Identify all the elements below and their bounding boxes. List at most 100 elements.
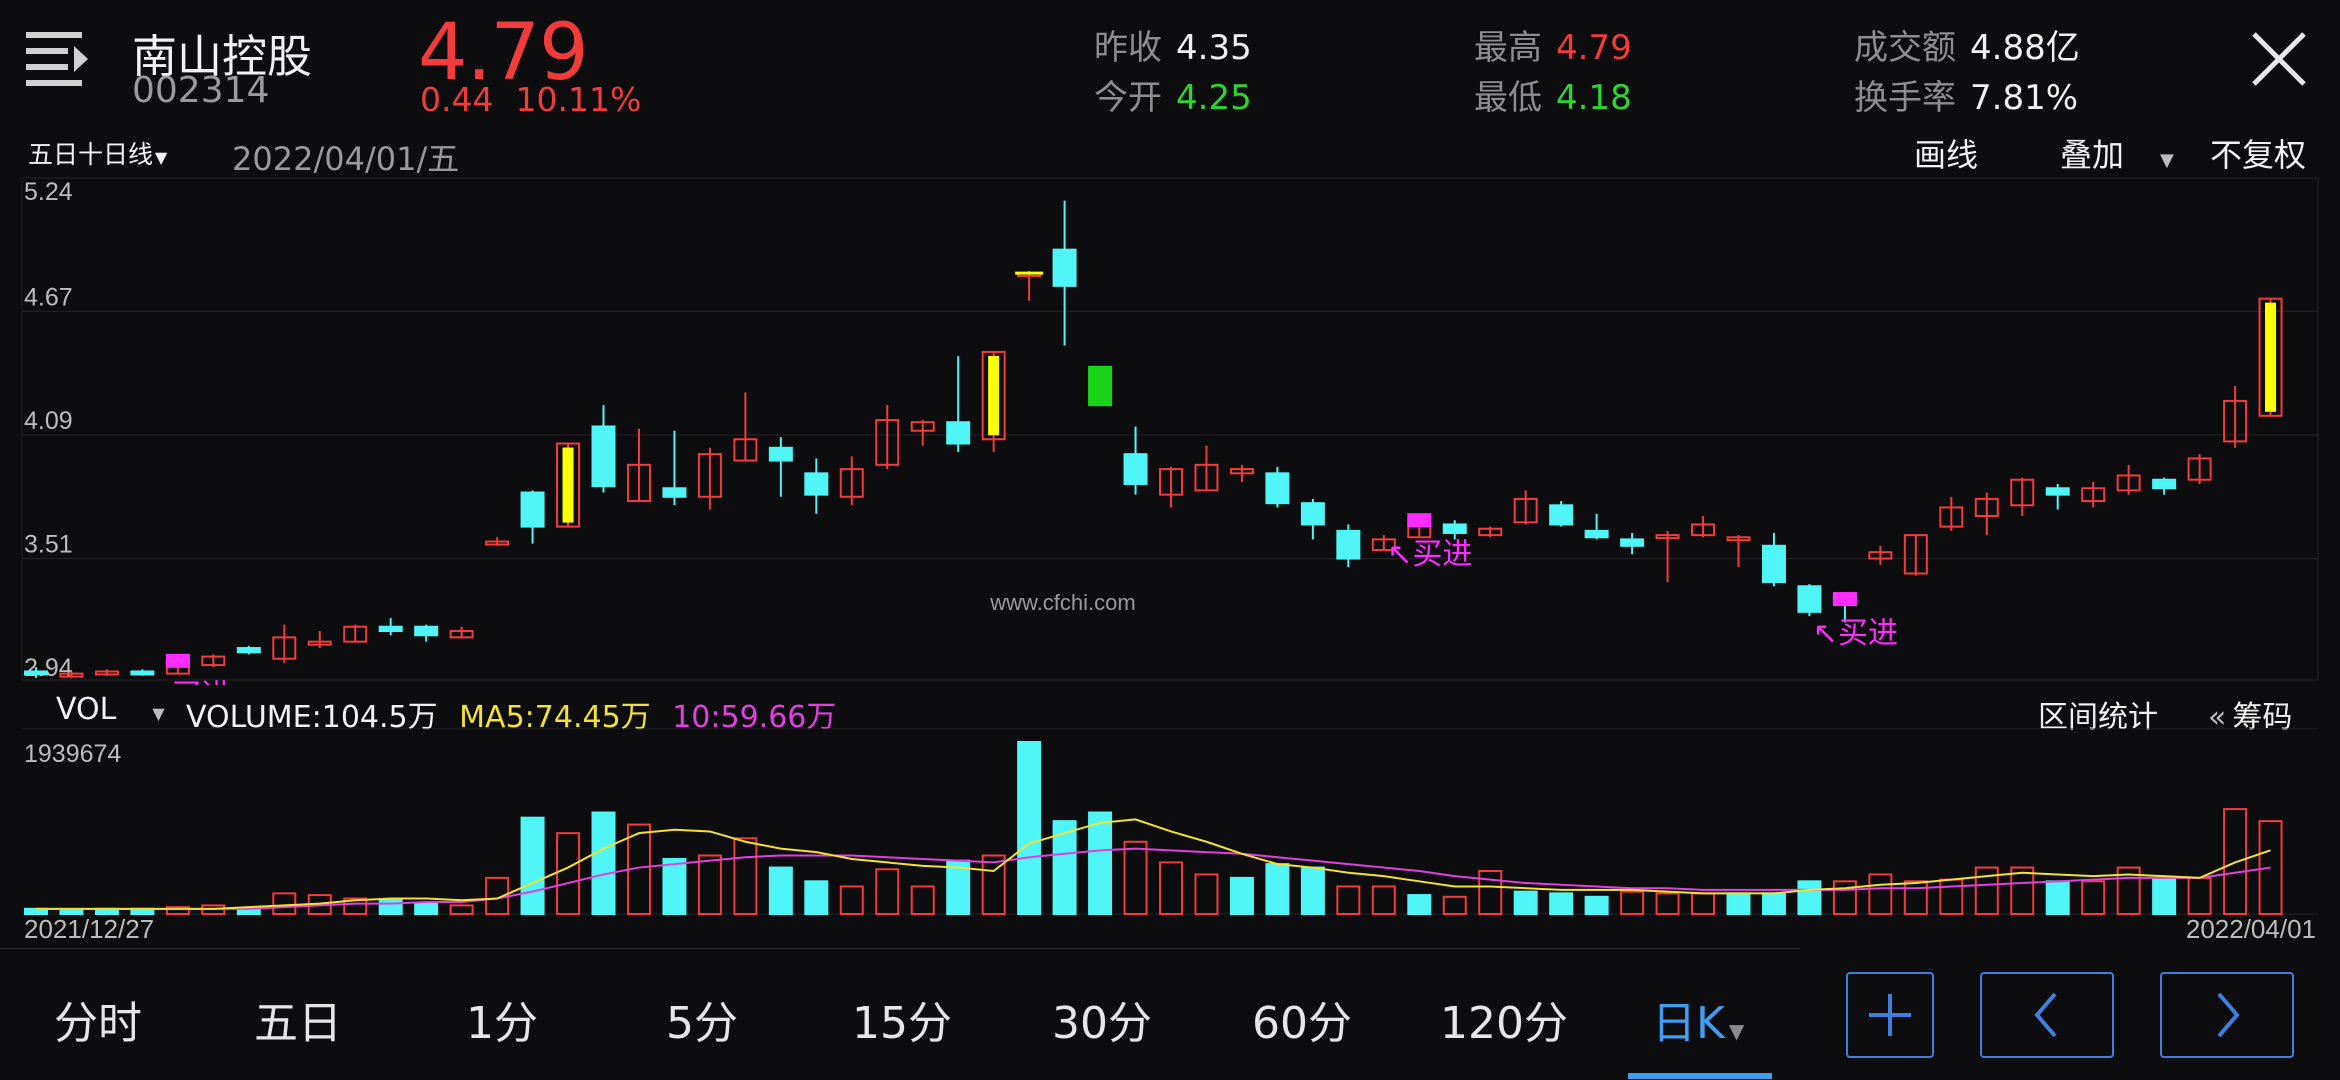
volume-bar	[2045, 880, 2070, 916]
tab-daily-k[interactable]: 日K ▼	[1652, 987, 1744, 1051]
tab-5min[interactable]: 5分	[666, 998, 738, 1049]
ma10-label: 10:	[672, 700, 721, 735]
volume-bar	[272, 892, 297, 915]
candle-body	[449, 630, 474, 639]
adjust-button[interactable]: 不复权	[2210, 136, 2307, 174]
stat-value: 4.79	[1556, 28, 1632, 68]
candle-body	[1159, 468, 1183, 496]
tab-30min[interactable]: 30分	[1052, 998, 1152, 1049]
stat-prev-close: 昨收 4.35	[1094, 20, 1252, 69]
volume-bar	[804, 880, 829, 916]
ma5-value: 74.45万	[534, 700, 651, 735]
volume-bar	[1939, 878, 1964, 916]
volume-bar	[1584, 895, 1609, 916]
candle	[1868, 545, 1893, 565]
chevron-down-icon: ▼	[2160, 150, 2174, 171]
candle-body	[1691, 523, 1716, 537]
chevron-down-icon: ▼	[155, 148, 168, 167]
chart-frame	[21, 177, 2319, 681]
candle	[236, 645, 261, 655]
volume-label: VOLUME:	[186, 700, 322, 735]
candle-body	[414, 625, 439, 637]
candle	[414, 624, 439, 642]
volume-bar	[520, 816, 545, 915]
candle-body	[1655, 534, 1680, 540]
candle	[1549, 501, 1574, 527]
zoom-in-button[interactable]	[1846, 972, 1934, 1058]
candle-body	[2223, 399, 2248, 443]
volume-bar	[1868, 873, 1893, 916]
buy-signal-label: ↖买进	[1387, 537, 1472, 572]
current-price: 4.79	[418, 8, 589, 98]
start-date-label: 2021/12/27	[24, 914, 154, 944]
volume-bar	[1123, 840, 1148, 915]
stat-value: 7.81%	[1970, 78, 2079, 118]
volume-bar	[697, 854, 722, 915]
chevron-left-icon: «	[2208, 700, 2227, 735]
next-button[interactable]	[2160, 972, 2294, 1058]
range-stats-button[interactable]: 区间统计	[2038, 700, 2158, 735]
stat-label: 最高	[1474, 28, 1542, 68]
prev-button[interactable]	[1980, 972, 2114, 1058]
volume-chart[interactable]: 1939674 2021/12/27 2022/04/01	[0, 728, 2340, 948]
candle	[1123, 426, 1148, 495]
y-tick-label: 4.67	[24, 283, 73, 311]
volume-bar	[1478, 870, 1503, 915]
candle	[1620, 533, 1645, 555]
draw-line-button[interactable]: 画线	[1914, 136, 1979, 174]
buy-marker	[1832, 592, 1857, 607]
candle	[1974, 492, 1999, 536]
candle	[130, 669, 155, 676]
indicator-select[interactable]: VOL ▼	[56, 692, 165, 727]
candle-body	[1513, 497, 1538, 524]
volume-bar	[343, 897, 368, 916]
candle-body	[1371, 538, 1396, 552]
menu-icon[interactable]	[26, 28, 92, 88]
candle	[1371, 535, 1396, 552]
stat-label: 今开	[1094, 78, 1162, 118]
indicator-label: VOL	[56, 692, 117, 727]
candle	[733, 392, 758, 462]
candle	[1159, 466, 1183, 508]
chips-button[interactable]: «筹码	[2208, 692, 2292, 736]
candle	[1513, 490, 1538, 525]
volume-bar	[1903, 880, 1928, 916]
candle	[307, 631, 332, 649]
candle-body	[343, 625, 368, 643]
overlay-button[interactable]: 叠加 ▼	[2060, 130, 2174, 176]
candle-body	[2045, 487, 2070, 496]
candle	[804, 458, 829, 514]
candle	[875, 405, 900, 470]
volume-bar	[839, 885, 864, 915]
candle-body	[591, 425, 616, 488]
volume-bar	[2223, 808, 2248, 915]
volume-bar	[875, 868, 900, 915]
tab-15min[interactable]: 15分	[852, 998, 952, 1049]
buy-signal-label: ↖买进	[146, 678, 231, 685]
ma-line-select[interactable]: 五日十日线 ▼	[28, 135, 167, 171]
candle	[2187, 454, 2212, 484]
candle	[2152, 477, 2177, 495]
candle-body	[94, 670, 119, 676]
volume-bar	[59, 909, 84, 915]
stat-value: 4.35	[1176, 28, 1252, 68]
tab-120min[interactable]: 120分	[1440, 998, 1568, 1049]
candle-body	[272, 636, 297, 660]
buy-signal-label: ↖买进	[1813, 616, 1898, 651]
tab-60min[interactable]: 60分	[1252, 998, 1352, 1049]
tab-five-day[interactable]: 五日	[254, 998, 342, 1049]
end-date-label: 2022/04/01	[2186, 914, 2316, 944]
volume-bar	[1052, 820, 1077, 915]
tab-daily-k-label: 日K	[1652, 998, 1725, 1049]
tab-1min[interactable]: 1分	[466, 998, 538, 1049]
candlestick-chart[interactable]: 5.24 4.67 4.09 3.51 2.94 www.cfchi.com ↖买进 ↖买进 ↖…	[0, 170, 2340, 685]
volume-bar	[1407, 894, 1432, 916]
ma10-line	[36, 847, 2271, 910]
close-icon[interactable]	[2248, 28, 2310, 90]
candle	[485, 537, 510, 546]
current-date: 2022/04/01/五	[232, 140, 460, 178]
plus-icon	[1869, 994, 1911, 1036]
candle-body	[378, 625, 403, 633]
volume-bar	[1336, 885, 1361, 915]
tab-intraday[interactable]: 分时	[54, 998, 142, 1049]
